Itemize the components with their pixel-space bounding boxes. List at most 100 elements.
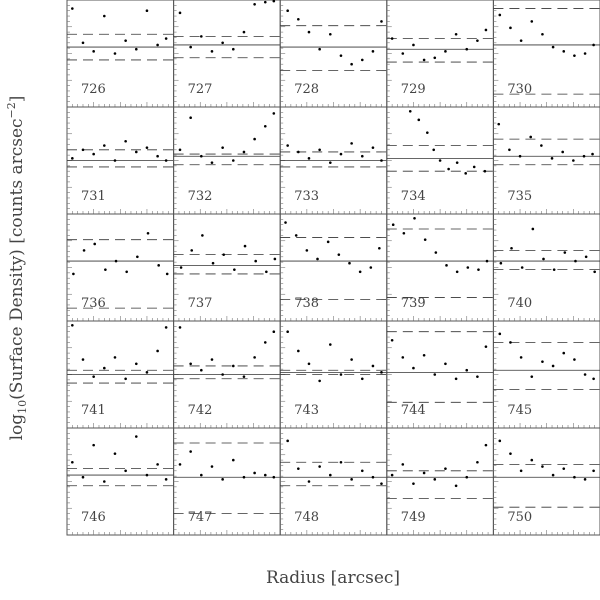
data-point [134,150,138,154]
data-point [454,377,458,381]
panel-label: 739 [401,296,426,311]
data-point [189,450,192,453]
data-point [380,482,383,485]
y-label-log: log [7,414,27,441]
panel-label: 744 [401,403,426,418]
panel-label: 745 [507,403,532,418]
data-point [350,62,353,66]
data-point [329,32,332,36]
data-point [518,154,522,158]
data-point [318,379,321,383]
data-point [485,259,489,263]
data-point [145,9,149,12]
data-point [71,157,74,160]
data-point [297,150,300,154]
data-point [242,150,246,154]
data-point [360,154,364,158]
data-point [263,473,267,477]
data-point [454,32,458,36]
data-point [211,261,215,265]
data-point [531,227,535,231]
panel-label: 750 [507,510,532,525]
data-point [178,463,182,466]
data-point [222,253,226,256]
data-point [391,223,395,226]
data-point [472,165,476,169]
data-point [422,58,426,62]
panel-label: 734 [401,189,426,204]
data-point [221,41,224,45]
data-point [412,482,415,485]
data-point [358,270,362,274]
data-point [125,270,128,274]
data-point [583,373,587,376]
data-point [164,478,168,481]
data-point [519,356,523,359]
data-point [254,259,257,263]
data-point [233,268,236,271]
data-point [307,157,311,160]
data-point [189,45,192,49]
data-point [81,41,85,45]
data-point [305,249,309,252]
data-point [402,231,406,235]
data-point [297,467,300,470]
data-point [498,332,502,336]
data-point [563,251,567,254]
data-point [165,272,169,276]
data-point [360,377,364,381]
data-point [190,249,194,252]
data-point [103,480,106,483]
data-point [134,47,138,51]
data-point [329,161,332,164]
data-point [454,484,458,488]
y-axis-label: log10(Surface Density) [counts arcsec−2] [5,96,29,441]
data-point [444,467,447,470]
data-point [93,242,97,246]
data-point [593,270,596,274]
data-point [530,458,534,462]
data-point [113,356,117,359]
data-point [156,43,159,47]
data-point [433,373,437,376]
data-point [92,152,95,156]
data-point [243,244,247,248]
data-point [221,146,224,149]
data-point [350,358,353,361]
data-point [508,148,511,152]
data-point [390,37,394,40]
data-point [286,9,289,12]
data-point [297,17,300,21]
data-point [200,35,203,38]
data-point [371,50,375,53]
data-point [339,460,343,464]
data-point [519,39,523,42]
data-point [562,467,566,470]
data-point [378,246,381,250]
data-point [156,154,159,158]
data-point [530,20,534,23]
data-point [221,373,224,376]
data-point [124,139,127,143]
panel-label: 747 [188,510,213,525]
panel-label: 749 [401,510,426,525]
data-point [509,341,512,344]
data-point [380,159,383,162]
data-point [380,20,383,23]
data-point [573,475,576,479]
data-point [592,469,595,473]
data-point [124,377,127,381]
data-point [272,475,276,479]
data-point [465,47,469,51]
panel-label: 741 [81,403,106,418]
y-label-end: ] [7,96,27,103]
data-point [592,377,595,381]
data-point [432,148,436,152]
data-point [136,255,139,259]
data-point [242,475,246,479]
data-point [520,266,524,269]
data-point [350,142,353,145]
data-point [498,439,502,443]
data-point [242,30,246,34]
